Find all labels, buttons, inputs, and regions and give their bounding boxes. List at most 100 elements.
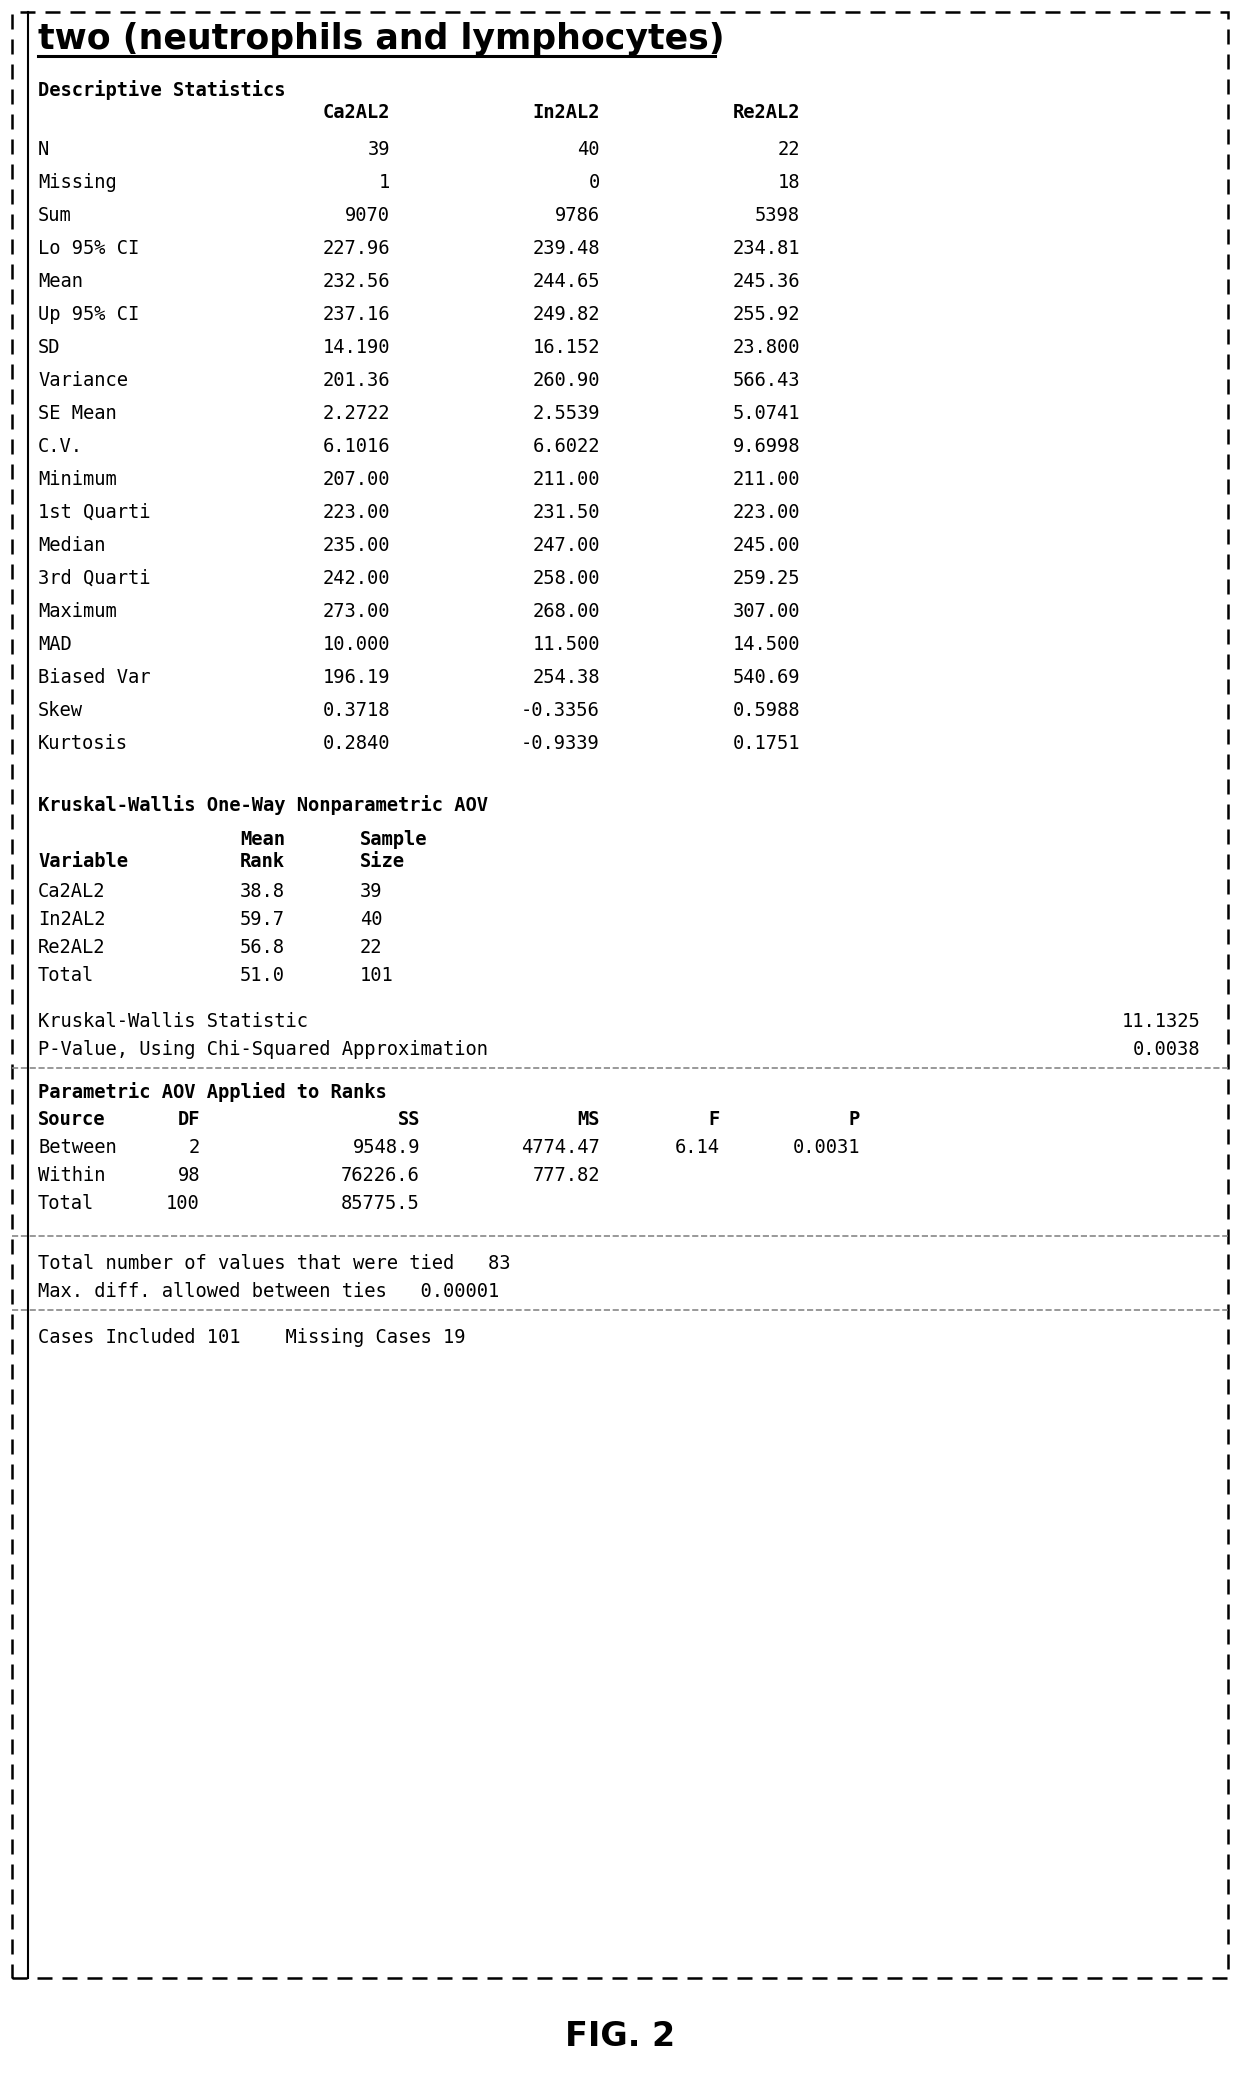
Text: 227.96: 227.96 xyxy=(322,239,391,257)
Text: 245.00: 245.00 xyxy=(733,536,800,554)
Text: two (neutrophils and lymphocytes): two (neutrophils and lymphocytes) xyxy=(38,23,724,56)
Text: Kruskal-Wallis One-Way Nonparametric AOV: Kruskal-Wallis One-Way Nonparametric AOV xyxy=(38,795,489,816)
Text: 239.48: 239.48 xyxy=(532,239,600,257)
Text: 566.43: 566.43 xyxy=(733,372,800,390)
Text: 0.0031: 0.0031 xyxy=(792,1138,861,1156)
Text: 5398: 5398 xyxy=(755,206,800,224)
Text: Mean: Mean xyxy=(38,272,83,291)
Text: C.V.: C.V. xyxy=(38,438,83,457)
Text: 39: 39 xyxy=(367,139,391,160)
Text: 40: 40 xyxy=(360,909,382,928)
Text: 245.36: 245.36 xyxy=(733,272,800,291)
Text: Sum: Sum xyxy=(38,206,72,224)
Text: Parametric AOV Applied to Ranks: Parametric AOV Applied to Ranks xyxy=(38,1082,387,1102)
Text: Max. diff. allowed between ties   0.00001: Max. diff. allowed between ties 0.00001 xyxy=(38,1283,500,1302)
Text: 234.81: 234.81 xyxy=(733,239,800,257)
Text: 11.500: 11.500 xyxy=(532,635,600,654)
Text: 249.82: 249.82 xyxy=(532,305,600,324)
Text: 196.19: 196.19 xyxy=(322,668,391,687)
Text: 0.2840: 0.2840 xyxy=(322,735,391,754)
Text: 201.36: 201.36 xyxy=(322,372,391,390)
Text: SE Mean: SE Mean xyxy=(38,405,117,424)
Text: 22: 22 xyxy=(360,938,382,957)
Text: 223.00: 223.00 xyxy=(322,502,391,521)
Text: Kurtosis: Kurtosis xyxy=(38,735,128,754)
Text: 273.00: 273.00 xyxy=(322,602,391,621)
Text: Between: Between xyxy=(38,1138,117,1156)
Text: 2.2722: 2.2722 xyxy=(322,405,391,424)
Text: 2: 2 xyxy=(188,1138,200,1156)
Text: Variance: Variance xyxy=(38,372,128,390)
Text: 39: 39 xyxy=(360,882,382,901)
Text: 211.00: 211.00 xyxy=(733,469,800,490)
Text: Total number of values that were tied   83: Total number of values that were tied 83 xyxy=(38,1254,511,1273)
Text: 255.92: 255.92 xyxy=(733,305,800,324)
Text: Re2AL2: Re2AL2 xyxy=(733,104,800,122)
Text: N: N xyxy=(38,139,50,160)
Text: 9548.9: 9548.9 xyxy=(352,1138,420,1156)
Text: 85775.5: 85775.5 xyxy=(341,1194,420,1212)
Text: 244.65: 244.65 xyxy=(532,272,600,291)
Text: 100: 100 xyxy=(166,1194,200,1212)
Text: Skew: Skew xyxy=(38,702,83,720)
Text: 0.0038: 0.0038 xyxy=(1132,1040,1200,1059)
Text: P: P xyxy=(848,1111,861,1129)
Text: 76226.6: 76226.6 xyxy=(341,1167,420,1185)
Text: -0.9339: -0.9339 xyxy=(521,735,600,754)
Text: F: F xyxy=(709,1111,720,1129)
Text: SS: SS xyxy=(398,1111,420,1129)
Text: 59.7: 59.7 xyxy=(241,909,285,928)
Text: 6.14: 6.14 xyxy=(675,1138,720,1156)
Text: 232.56: 232.56 xyxy=(322,272,391,291)
Text: Sample: Sample xyxy=(360,830,428,849)
Text: Re2AL2: Re2AL2 xyxy=(38,938,105,957)
Text: In2AL2: In2AL2 xyxy=(38,909,105,928)
Text: Descriptive Statistics: Descriptive Statistics xyxy=(38,81,285,100)
Text: Rank: Rank xyxy=(241,851,285,872)
Text: 211.00: 211.00 xyxy=(532,469,600,490)
Text: 16.152: 16.152 xyxy=(532,338,600,357)
Text: Total: Total xyxy=(38,965,94,984)
Text: 1: 1 xyxy=(378,172,391,191)
Text: 23.800: 23.800 xyxy=(733,338,800,357)
Text: Within: Within xyxy=(38,1167,105,1185)
Text: 223.00: 223.00 xyxy=(733,502,800,521)
Text: 6.1016: 6.1016 xyxy=(322,438,391,457)
Text: 231.50: 231.50 xyxy=(532,502,600,521)
Text: Kruskal-Wallis Statistic: Kruskal-Wallis Statistic xyxy=(38,1011,308,1032)
Text: Mean: Mean xyxy=(241,830,285,849)
FancyBboxPatch shape xyxy=(12,12,1228,1978)
Text: Total: Total xyxy=(38,1194,94,1212)
Text: 0.1751: 0.1751 xyxy=(733,735,800,754)
Text: Missing: Missing xyxy=(38,172,117,191)
Text: SD: SD xyxy=(38,338,61,357)
Text: Minimum: Minimum xyxy=(38,469,117,490)
Text: 14.500: 14.500 xyxy=(733,635,800,654)
Text: 235.00: 235.00 xyxy=(322,536,391,554)
Text: 18: 18 xyxy=(777,172,800,191)
Text: 11.1325: 11.1325 xyxy=(1121,1011,1200,1032)
Text: 258.00: 258.00 xyxy=(532,569,600,588)
Text: Cases Included 101    Missing Cases 19: Cases Included 101 Missing Cases 19 xyxy=(38,1329,465,1347)
Text: 2.5539: 2.5539 xyxy=(532,405,600,424)
Text: MAD: MAD xyxy=(38,635,72,654)
Text: -0.3356: -0.3356 xyxy=(521,702,600,720)
Text: 10.000: 10.000 xyxy=(322,635,391,654)
Text: P-Value, Using Chi-Squared Approximation: P-Value, Using Chi-Squared Approximation xyxy=(38,1040,489,1059)
Text: Variable: Variable xyxy=(38,851,128,872)
Text: 254.38: 254.38 xyxy=(532,668,600,687)
Text: 259.25: 259.25 xyxy=(733,569,800,588)
Text: 260.90: 260.90 xyxy=(532,372,600,390)
Text: 242.00: 242.00 xyxy=(322,569,391,588)
Text: FIG. 2: FIG. 2 xyxy=(565,2020,675,2053)
Text: 9070: 9070 xyxy=(345,206,391,224)
Text: 540.69: 540.69 xyxy=(733,668,800,687)
Text: Up 95% CI: Up 95% CI xyxy=(38,305,139,324)
Text: Median: Median xyxy=(38,536,105,554)
Text: 9.6998: 9.6998 xyxy=(733,438,800,457)
Text: 56.8: 56.8 xyxy=(241,938,285,957)
Text: 98: 98 xyxy=(177,1167,200,1185)
Text: In2AL2: In2AL2 xyxy=(532,104,600,122)
Text: 51.0: 51.0 xyxy=(241,965,285,984)
Text: 40: 40 xyxy=(578,139,600,160)
